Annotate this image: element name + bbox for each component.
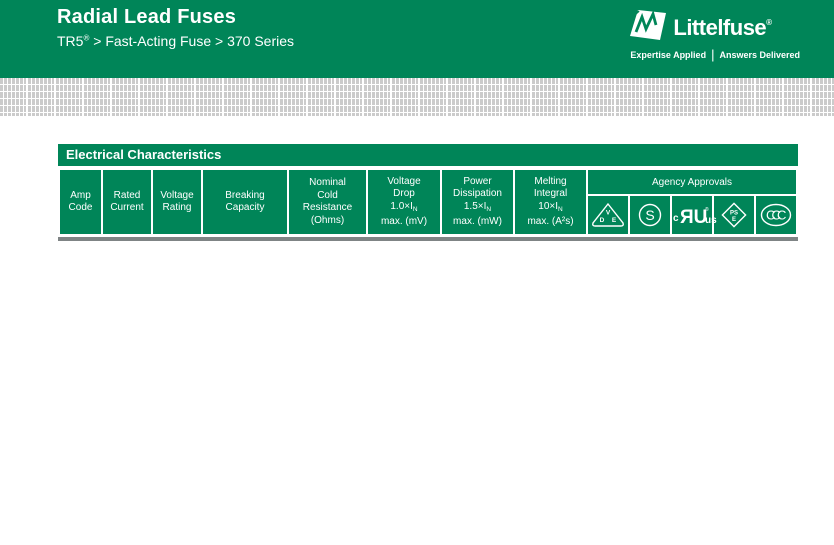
- svg-text:c: c: [673, 213, 679, 224]
- vde-icon: V D E: [588, 196, 628, 236]
- col-header-cold-resistance: Nominal Cold Resistance (Ohms): [289, 170, 366, 236]
- col-header-voltage-rating: Voltage Rating: [153, 170, 201, 236]
- page-header: Radial Lead Fuses TR5® > Fast-Acting Fus…: [0, 0, 834, 78]
- brand-block: Littelfuse® Expertise Applied | Answers …: [630, 9, 800, 62]
- svg-text:V: V: [606, 210, 611, 217]
- pse-icon: PS E: [714, 196, 754, 236]
- breadcrumb: TR5® > Fast-Acting Fuse > 370 Series: [57, 33, 295, 49]
- electrical-characteristics-section: Electrical Characteristics Amp Code Rated…: [58, 144, 798, 241]
- col-header-agency-approvals: Agency Approvals: [588, 170, 797, 196]
- col-header-rated-current: Rated Current: [103, 170, 151, 236]
- svg-text:E: E: [732, 217, 736, 223]
- svg-text:PS: PS: [730, 211, 738, 217]
- svg-text:®: ®: [705, 206, 709, 213]
- section-title-bar: Electrical Characteristics: [58, 144, 798, 166]
- c-ul-us-icon: c ЯU ® us: [672, 196, 717, 236]
- col-header-amp-code: Amp Code: [60, 170, 101, 236]
- svg-text:C: C: [772, 208, 781, 223]
- col-header-power-dissipation: Power Dissipation 1.5×IN max. (mW): [442, 170, 513, 236]
- brand-tagline: Expertise Applied | Answers Delivered: [630, 47, 800, 62]
- svg-text:S: S: [645, 207, 654, 223]
- page-title: Radial Lead Fuses: [57, 6, 237, 28]
- svg-text:us: us: [705, 215, 717, 226]
- svg-text:D: D: [600, 217, 605, 224]
- col-header-melting-integral: Melting Integral 10×IN max. (A²s): [515, 170, 586, 236]
- brand-name: Littelfuse®: [673, 14, 772, 40]
- col-header-voltage-drop: Voltage Drop 1.0×IN max. (mV): [368, 170, 440, 236]
- table-bottom-rule: [58, 237, 798, 241]
- svg-text:E: E: [612, 217, 617, 224]
- svg-text:C: C: [777, 208, 786, 223]
- col-header-breaking-capacity: Breaking Capacity: [203, 170, 287, 236]
- svg-text:ЯU: ЯU: [680, 207, 707, 228]
- littelfuse-logo-icon: [630, 9, 667, 46]
- semko-s-icon: S: [630, 196, 670, 236]
- tagline-separator: |: [711, 47, 715, 62]
- ccc-icon: C C C: [756, 196, 797, 236]
- decorative-texture-band: [0, 78, 834, 116]
- electrical-characteristics-table: Amp Code Rated Current Voltage Rating Break…: [58, 170, 798, 236]
- svg-text:C: C: [766, 208, 775, 223]
